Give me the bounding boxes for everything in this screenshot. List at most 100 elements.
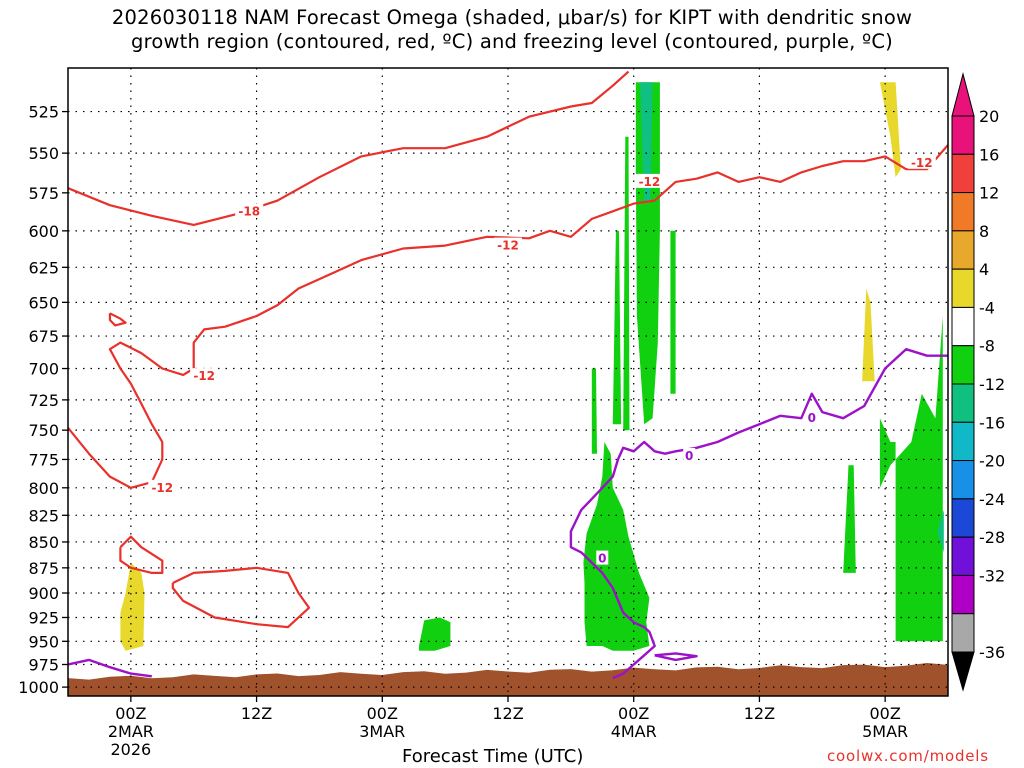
colorbar-tick-label-9: -20 (979, 452, 1005, 471)
colorbar-tick-label-2: 12 (979, 184, 999, 203)
colorbar-tick-label-8: -16 (979, 413, 1005, 432)
y-tick-label-850: 850 (28, 533, 59, 552)
chart-title: 2026030118 NAM Forecast Omega (shaded, μ… (0, 6, 1024, 54)
omega-region-0 (583, 442, 650, 651)
colorbar-tick-label-0: 20 (979, 107, 999, 126)
x-tick-sublabel-6-0: 2MAR (108, 722, 154, 741)
contour-label-4: -12 (193, 369, 215, 383)
freezing-contour-1 (569, 348, 948, 680)
omega-region-8 (843, 465, 856, 573)
y-tick-label-775: 775 (28, 450, 59, 469)
colorbar-tick-label-10: -24 (979, 490, 1005, 509)
contour-label-1: -12 (639, 175, 661, 189)
omega-region-2 (612, 230, 622, 425)
omega-region-4 (635, 82, 660, 425)
colorbar-bin-2 (951, 192, 975, 232)
y-tick-label-675: 675 (28, 327, 59, 346)
contour-label-bg-3 (494, 237, 522, 252)
colorbar-bin-3 (951, 230, 975, 270)
contour-label-5: -12 (151, 481, 173, 495)
dgz-contour-4 (171, 566, 311, 629)
y-tick-label-650: 650 (28, 293, 59, 312)
colorbar-bin-7 (951, 383, 975, 423)
y-tick-label-900: 900 (28, 584, 59, 603)
y-tick-label-875: 875 (28, 559, 59, 578)
colorbar-bin-0 (951, 115, 975, 155)
freezing-contour-2 (654, 652, 698, 662)
contour-label-3: -12 (497, 239, 519, 253)
freezing-contour-0 (68, 658, 152, 678)
chart-title-line2: growth region (contoured, red, ºC) and f… (131, 30, 893, 53)
contour-label-0: -18 (238, 204, 260, 218)
omega-region-6 (419, 617, 451, 651)
x-tick-label-78: 00Z (869, 704, 900, 723)
y-tick-label-1000: 1000 (18, 678, 59, 697)
y-tick-label-975: 975 (28, 655, 59, 674)
contour-label-bg-2 (907, 154, 936, 169)
y-axis: 525 550 575 600 625 650 675 700 725 750 775 800 825 8… (18, 103, 68, 697)
x-tick-sublabel-6-1: 2026 (110, 740, 151, 759)
colorbar: 20 16 12 8 4 -4 -8 -12 -16 -20 -24 -28 -32 -36 (951, 72, 1005, 692)
colorbar-bin-4 (951, 268, 975, 308)
colorbar-bin-6 (951, 345, 975, 385)
omega-shading (120, 82, 944, 651)
colorbar-over-arrow (951, 72, 975, 117)
y-tick-label-950: 950 (28, 632, 59, 651)
contour-lines (68, 70, 948, 680)
chart-title-line1: 2026030118 NAM Forecast Omega (shaded, μ… (111, 6, 913, 29)
site-credit: coolwx.com/models (827, 747, 989, 765)
colorbar-tick-label-4: 4 (979, 260, 989, 279)
y-tick-label-700: 700 (28, 360, 59, 379)
colorbar-tick-label-7: -12 (979, 375, 1005, 394)
ground-fill (68, 663, 948, 696)
x-tick-label-30: 00Z (367, 704, 398, 723)
colorbar-bin-12 (951, 574, 975, 615)
dgz-contour-1 (68, 144, 948, 489)
omega-region-3 (623, 136, 630, 431)
contour-label-6: 0 (808, 411, 816, 425)
colorbar-bin-9 (951, 460, 975, 500)
colorbar-bin-10 (951, 498, 975, 538)
x-tick-label-66: 12Z (744, 704, 775, 723)
y-tick-label-925: 925 (28, 608, 59, 627)
y-tick-label-600: 600 (28, 222, 59, 241)
dgz-contour-0 (68, 70, 630, 226)
contour-label-bg-7 (683, 447, 696, 462)
omega-region-10 (937, 509, 944, 553)
contour-label-bg-1 (635, 173, 664, 188)
y-tick-label-550: 550 (28, 144, 59, 163)
y-tick-label-825: 825 (28, 506, 59, 525)
contour-label-bg-0 (235, 203, 264, 218)
colorbar-bin-5 (951, 306, 975, 347)
contour-label-2: -12 (911, 156, 933, 170)
x-tick-label-42: 12Z (492, 704, 523, 723)
contour-label-8: 0 (598, 552, 606, 566)
y-tick-label-800: 800 (28, 479, 59, 498)
omega-region-11 (120, 562, 145, 651)
contour-label-bg-6 (805, 410, 818, 425)
colorbar-tick-label-3: 8 (979, 222, 989, 241)
dgz-contour-3 (119, 535, 164, 575)
dgz-contour-2 (108, 312, 127, 327)
contour-label-bg-5 (148, 479, 177, 494)
colorbar-tick-label-5: -4 (979, 298, 995, 317)
contour-label-bg-8 (596, 550, 609, 565)
y-tick-label-525: 525 (28, 103, 59, 122)
colorbar-bin-8 (951, 421, 975, 462)
colorbar-tick-label-12: -32 (979, 566, 1005, 585)
contour-label-7: 0 (685, 449, 693, 463)
colorbar-tick-label-13: -36 (979, 643, 1005, 662)
omega-region-5 (670, 230, 676, 394)
x-tick-label-6: 00Z (115, 704, 146, 723)
x-tick-sublabel-30-0: 3MAR (359, 722, 405, 741)
colorbar-tick-label-1: 16 (979, 145, 999, 164)
colorbar-bin-1 (951, 153, 975, 194)
colorbar-under-arrow (951, 651, 975, 692)
x-tick-sublabel-54-0: 4MAR (611, 722, 657, 741)
x-tick-sublabel-78-0: 5MAR (862, 722, 908, 741)
ground-terrain (68, 663, 948, 696)
x-tick-label-18: 12Z (241, 704, 272, 723)
colorbar-bin-13 (951, 613, 975, 653)
